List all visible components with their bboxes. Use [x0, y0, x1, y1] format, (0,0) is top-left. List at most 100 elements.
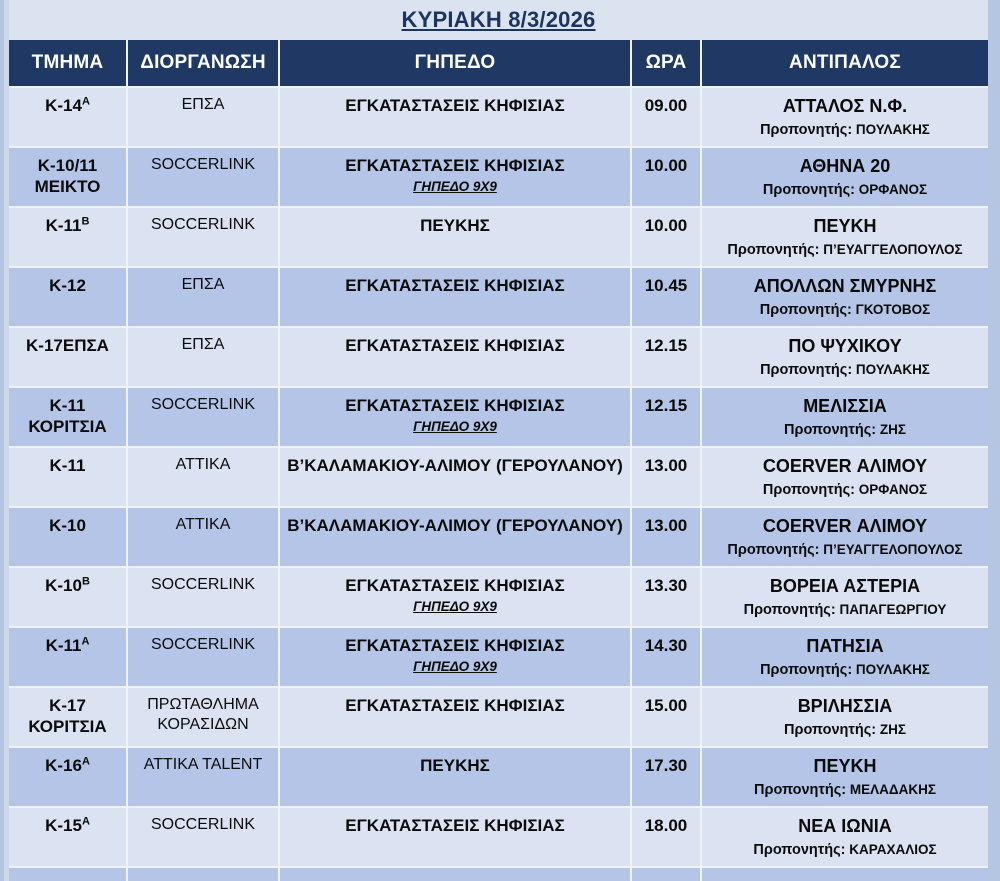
opponent-cell: COERVER ΑΛΙΜΟΥ Προπονητής: ΟΡΦΑΝΟΣ: [702, 448, 988, 506]
team-code: K-11A: [45, 635, 90, 655]
coach-name: ΜΕΛΑΔΑΚΗΣ: [846, 781, 936, 797]
org-cell: ΠΡΩΤΑΘΛΗΜΑ ΚΟΡΑΣΙΔΩΝ: [128, 688, 278, 746]
coach-label: Προπονητής:: [784, 421, 877, 438]
coach-name: ΠΟΥΛΑΚΗΣ: [852, 121, 930, 137]
opponent-name: ΝΕΑ ΙΩΝΙΑ: [798, 816, 892, 836]
kickoff-time: 10.00: [644, 156, 688, 175]
coach-name: Π’ΕΥΑΓΓΕΛΟΠΟΥΛΟΣ: [819, 541, 963, 557]
venue-cell: Β’ΚΑΛΑΜΑΚΙΟΥ-ΑΛΙΜΟΥ (ΓΕΡΟΥΛΑΝΟΥ): [280, 508, 630, 566]
team-line2: ΚΟΡΙΤΣΙΑ: [28, 417, 107, 437]
opponent-cell: ΒΟΡΕΙΑ ΑΣΤΕΡΙΑ Προπονητής: ΠΑΠΑΓΕΩΡΓΙΟΥ: [702, 568, 988, 626]
venue-name: ΕΓΚΑΤΑΣΤΑΣΕΙΣ ΚΗΦΙΣΙΑΣ: [345, 336, 565, 355]
team-line2: ΜΕΙΚΤΟ: [34, 177, 101, 197]
header-cell-antipalos: ΑΝΤΙΠΑΛΟΣ: [702, 40, 988, 86]
bottom-row-sliver: [702, 868, 988, 881]
team-cell: K-14A: [9, 88, 126, 146]
coach-label: Προπονητής:: [727, 241, 820, 258]
team-line2: ΚΟΡΙΤΣΙΑ: [28, 717, 107, 737]
opponent-name: ΠΟ ΨΥΧΙΚΟΥ: [788, 336, 902, 356]
venue-note: ΓΗΠΕΔΟ 9Χ9: [413, 179, 497, 195]
venue-name: ΕΓΚΑΤΑΣΤΑΣΕΙΣ ΚΗΦΙΣΙΑΣ: [345, 156, 565, 175]
venue-name: ΕΓΚΑΤΑΣΤΑΣΕΙΣ ΚΗΦΙΣΙΑΣ: [345, 696, 565, 715]
opponent-cell: ΠΕΥΚΗ Προπονητής: ΜΕΛΑΔΑΚΗΣ: [702, 748, 988, 806]
org-cell: SOCCERLINK: [128, 388, 278, 446]
time-cell: 10.00: [632, 148, 700, 206]
team-cell: K-11: [9, 448, 126, 506]
time-cell: 13.30: [632, 568, 700, 626]
time-cell: 10.00: [632, 208, 700, 266]
opponent-name: ΒΡΙΛΗΣΣΙΑ: [797, 696, 893, 716]
venue-name: ΕΓΚΑΤΑΣΤΑΣΕΙΣ ΚΗΦΙΣΙΑΣ: [345, 576, 565, 595]
team-cell: K-10B: [9, 568, 126, 626]
venue-cell: ΕΓΚΑΤΑΣΤΑΣΕΙΣ ΚΗΦΙΣΙΑΣ ΓΗΠΕΔΟ 9Χ9: [280, 568, 630, 626]
team-cell: K-15A: [9, 808, 126, 866]
time-cell: 12.15: [632, 328, 700, 386]
opponent-cell: ΠΑΤΗΣΙΑ Προπονητής: ΠΟΥΛΑΚΗΣ: [702, 628, 988, 686]
team-code: K-16A: [45, 755, 90, 775]
org-cell: ΕΠΣΑ: [128, 328, 278, 386]
coach-line: Προπονητής: ΠΟΥΛΑΚΗΣ: [760, 361, 930, 379]
venue-cell: ΕΓΚΑΤΑΣΤΑΣΕΙΣ ΚΗΦΙΣΙΑΣ: [280, 688, 630, 746]
opponent-cell: ΠΕΥΚΗ Προπονητής: Π’ΕΥΑΓΓΕΛΟΠΟΥΛΟΣ: [702, 208, 988, 266]
coach-line: Προπονητής: ΖΗΣ: [784, 721, 906, 739]
team-code: K-10B: [45, 575, 90, 595]
kickoff-time: 13.30: [644, 576, 688, 595]
opponent-name: ΑΠΟΛΛΩΝ ΣΜΥΡΝΗΣ: [753, 276, 937, 296]
venue-cell: ΕΓΚΑΤΑΣΤΑΣΕΙΣ ΚΗΦΙΣΙΑΣ ΓΗΠΕΔΟ 9Χ9: [280, 148, 630, 206]
org-name: ΠΡΩΤΑΘΛΗΜΑ ΚΟΡΑΣΙΔΩΝ: [147, 696, 259, 733]
org-name: SOCCERLINK: [150, 156, 256, 173]
coach-line: Προπονητής: ΟΡΦΑΝΟΣ: [763, 481, 927, 499]
team-code: K-10: [49, 516, 86, 535]
schedule-table: ΤΜΗΜΑ ΔΙΟΡΓΑΝΩΣΗ ΓΗΠΕΔΟ ΩΡΑ ΑΝΤΙΠΑΛΟΣ K-14A ΕΠ…: [9, 40, 988, 881]
coach-label: Προπονητής:: [753, 841, 846, 858]
opponent-cell: ΒΡΙΛΗΣΣΙΑ Προπονητής: ΖΗΣ: [702, 688, 988, 746]
team-cell: K-17 ΚΟΡΙΤΣΙΑ: [9, 688, 126, 746]
left-margin-strip: [4, 0, 9, 881]
org-name: SOCCERLINK: [150, 636, 256, 653]
time-cell: 13.00: [632, 448, 700, 506]
org-cell: SOCCERLINK: [128, 568, 278, 626]
team-cell: K-17ΕΠΣΑ: [9, 328, 126, 386]
coach-name: ΖΗΣ: [876, 421, 906, 437]
venue-name: ΕΓΚΑΤΑΣΤΑΣΕΙΣ ΚΗΦΙΣΙΑΣ: [345, 636, 565, 655]
team-sup: B: [81, 575, 90, 588]
coach-line: Προπονητής: ΓΚΟΤΟΒΟΣ: [760, 301, 930, 319]
opponent-cell: COERVER ΑΛΙΜΟΥ Προπονητής: Π’ΕΥΑΓΓΕΛΟΠΟΥΛ…: [702, 508, 988, 566]
kickoff-time: 10.00: [644, 216, 688, 235]
team-code: K-15A: [45, 815, 90, 835]
team-sup: A: [81, 95, 90, 108]
kickoff-time: 14.30: [644, 636, 688, 655]
venue-cell: ΕΓΚΑΤΑΣΤΑΣΕΙΣ ΚΗΦΙΣΙΑΣ ΓΗΠΕΔΟ 9Χ9: [280, 628, 630, 686]
coach-name: ΖΗΣ: [876, 721, 906, 737]
header-cell-gipedo: ΓΗΠΕΔΟ: [280, 40, 630, 86]
team-code: K-10/11: [37, 156, 98, 175]
venue-cell: ΕΓΚΑΤΑΣΤΑΣΕΙΣ ΚΗΦΙΣΙΑΣ: [280, 328, 630, 386]
coach-line: Προπονητής: Π’ΕΥΑΓΓΕΛΟΠΟΥΛΟΣ: [727, 241, 962, 259]
header-cell-ora: ΩΡΑ: [632, 40, 700, 86]
coach-line: Προπονητής: Π’ΕΥΑΓΓΕΛΟΠΟΥΛΟΣ: [727, 541, 962, 559]
opponent-name: ΠΑΤΗΣΙΑ: [806, 636, 884, 656]
opponent-name: ΑΤΤΑΛΟΣ Ν.Φ.: [782, 96, 908, 116]
venue-cell: ΕΓΚΑΤΑΣΤΑΣΕΙΣ ΚΗΦΙΣΙΑΣ ΓΗΠΕΔΟ 9Χ9: [280, 388, 630, 446]
coach-line: Προπονητής: ΜΕΛΑΔΑΚΗΣ: [754, 781, 936, 799]
coach-label: Προπονητής:: [762, 181, 855, 198]
venue-note: ΓΗΠΕΔΟ 9Χ9: [413, 419, 497, 435]
time-cell: 09.00: [632, 88, 700, 146]
team-sup: A: [81, 755, 90, 768]
org-name: ΕΠΣΑ: [181, 96, 225, 113]
team-cell: K-16A: [9, 748, 126, 806]
kickoff-time: 13.00: [644, 456, 688, 475]
coach-line: Προπονητής: ΠΟΥΛΑΚΗΣ: [760, 121, 930, 139]
header-cell-diorganosi: ΔΙΟΡΓΑΝΩΣΗ: [128, 40, 278, 86]
coach-name: ΠΑΠΑΓΕΩΡΓΙΟΥ: [835, 601, 947, 617]
kickoff-time: 18.00: [644, 816, 688, 835]
venue-name: ΠΕΥΚΗΣ: [420, 756, 490, 775]
coach-label: Προπονητής:: [727, 541, 820, 558]
team-sup: A: [81, 635, 90, 648]
bottom-row-sliver: [9, 868, 126, 881]
opponent-cell: ΑΤΤΑΛΟΣ Ν.Φ. Προπονητής: ΠΟΥΛΑΚΗΣ: [702, 88, 988, 146]
time-cell: 13.00: [632, 508, 700, 566]
opponent-name: COERVER ΑΛΙΜΟΥ: [762, 456, 928, 476]
time-cell: 12.15: [632, 388, 700, 446]
kickoff-time: 17.30: [644, 756, 688, 775]
